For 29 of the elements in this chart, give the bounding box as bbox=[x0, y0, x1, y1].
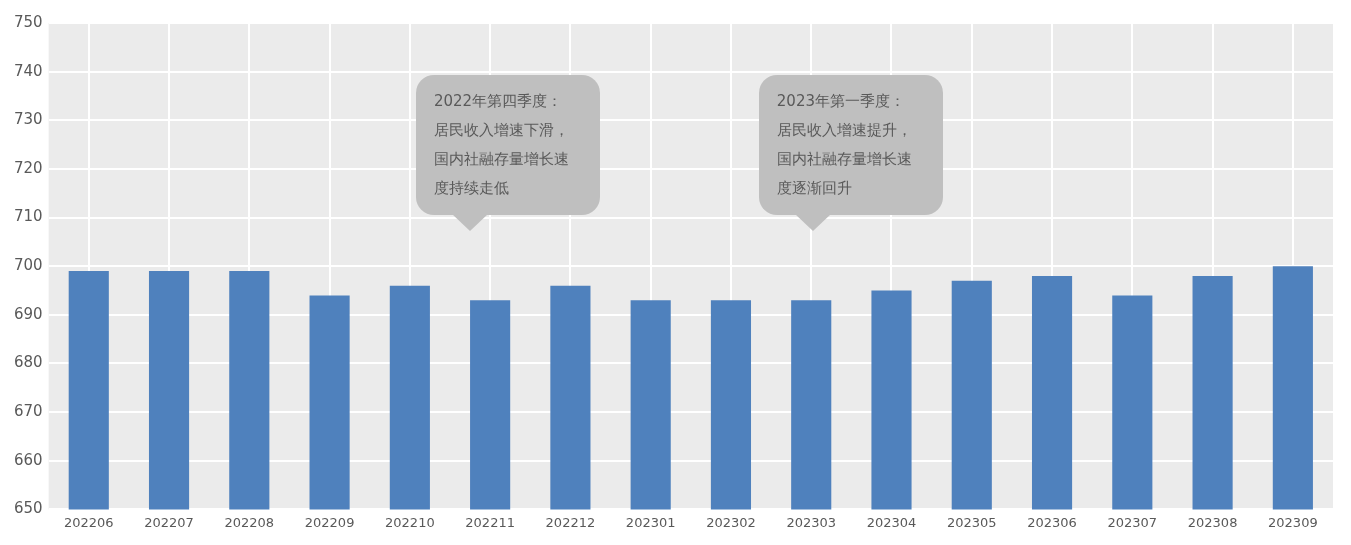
x-tick-label: 202212 bbox=[545, 514, 596, 530]
annotation: 2023年第一季度：居民收入增速提升，国内社融存量增长速度逐渐回升 bbox=[776, 90, 913, 199]
y-tick-label: 680 bbox=[13, 353, 43, 372]
x-tick-label: 202206 bbox=[63, 514, 114, 530]
x-tick-label: 202208 bbox=[224, 514, 275, 530]
y-tick-label: 710 bbox=[13, 207, 43, 226]
y-tick-label: 700 bbox=[13, 256, 43, 275]
y-tick-label: 660 bbox=[13, 450, 43, 469]
x-tick-label: 202301 bbox=[625, 514, 676, 530]
y-tick-label: 740 bbox=[13, 61, 43, 80]
x-tick-label: 202211 bbox=[465, 514, 515, 530]
x-tick-label: 202306 bbox=[1027, 514, 1077, 530]
x-tick-label: 202307 bbox=[1107, 514, 1158, 530]
y-tick-label: 690 bbox=[13, 304, 43, 323]
x-tick-label: 202309 bbox=[1268, 514, 1318, 530]
x-tick-label: 202302 bbox=[706, 514, 756, 530]
x-tick-label: 202304 bbox=[866, 514, 917, 530]
y-tick-label: 650 bbox=[13, 499, 43, 518]
y-tick-label: 750 bbox=[13, 12, 43, 31]
x-tick-label: 202210 bbox=[385, 514, 435, 530]
annotation: 2022年第四季度：居民收入增速下滑，国内社融存量增长速度持续走低 bbox=[433, 90, 570, 199]
y-tick-label: 730 bbox=[13, 110, 43, 129]
x-tick-label: 202209 bbox=[304, 514, 355, 530]
x-tick-label: 202303 bbox=[786, 514, 837, 530]
y-tick-label: 670 bbox=[13, 402, 43, 421]
x-tick-label: 202207 bbox=[144, 514, 194, 530]
x-tick-label: 202308 bbox=[1187, 514, 1238, 530]
y-tick-label: 720 bbox=[13, 158, 43, 177]
x-tick-label: 202305 bbox=[946, 514, 997, 530]
